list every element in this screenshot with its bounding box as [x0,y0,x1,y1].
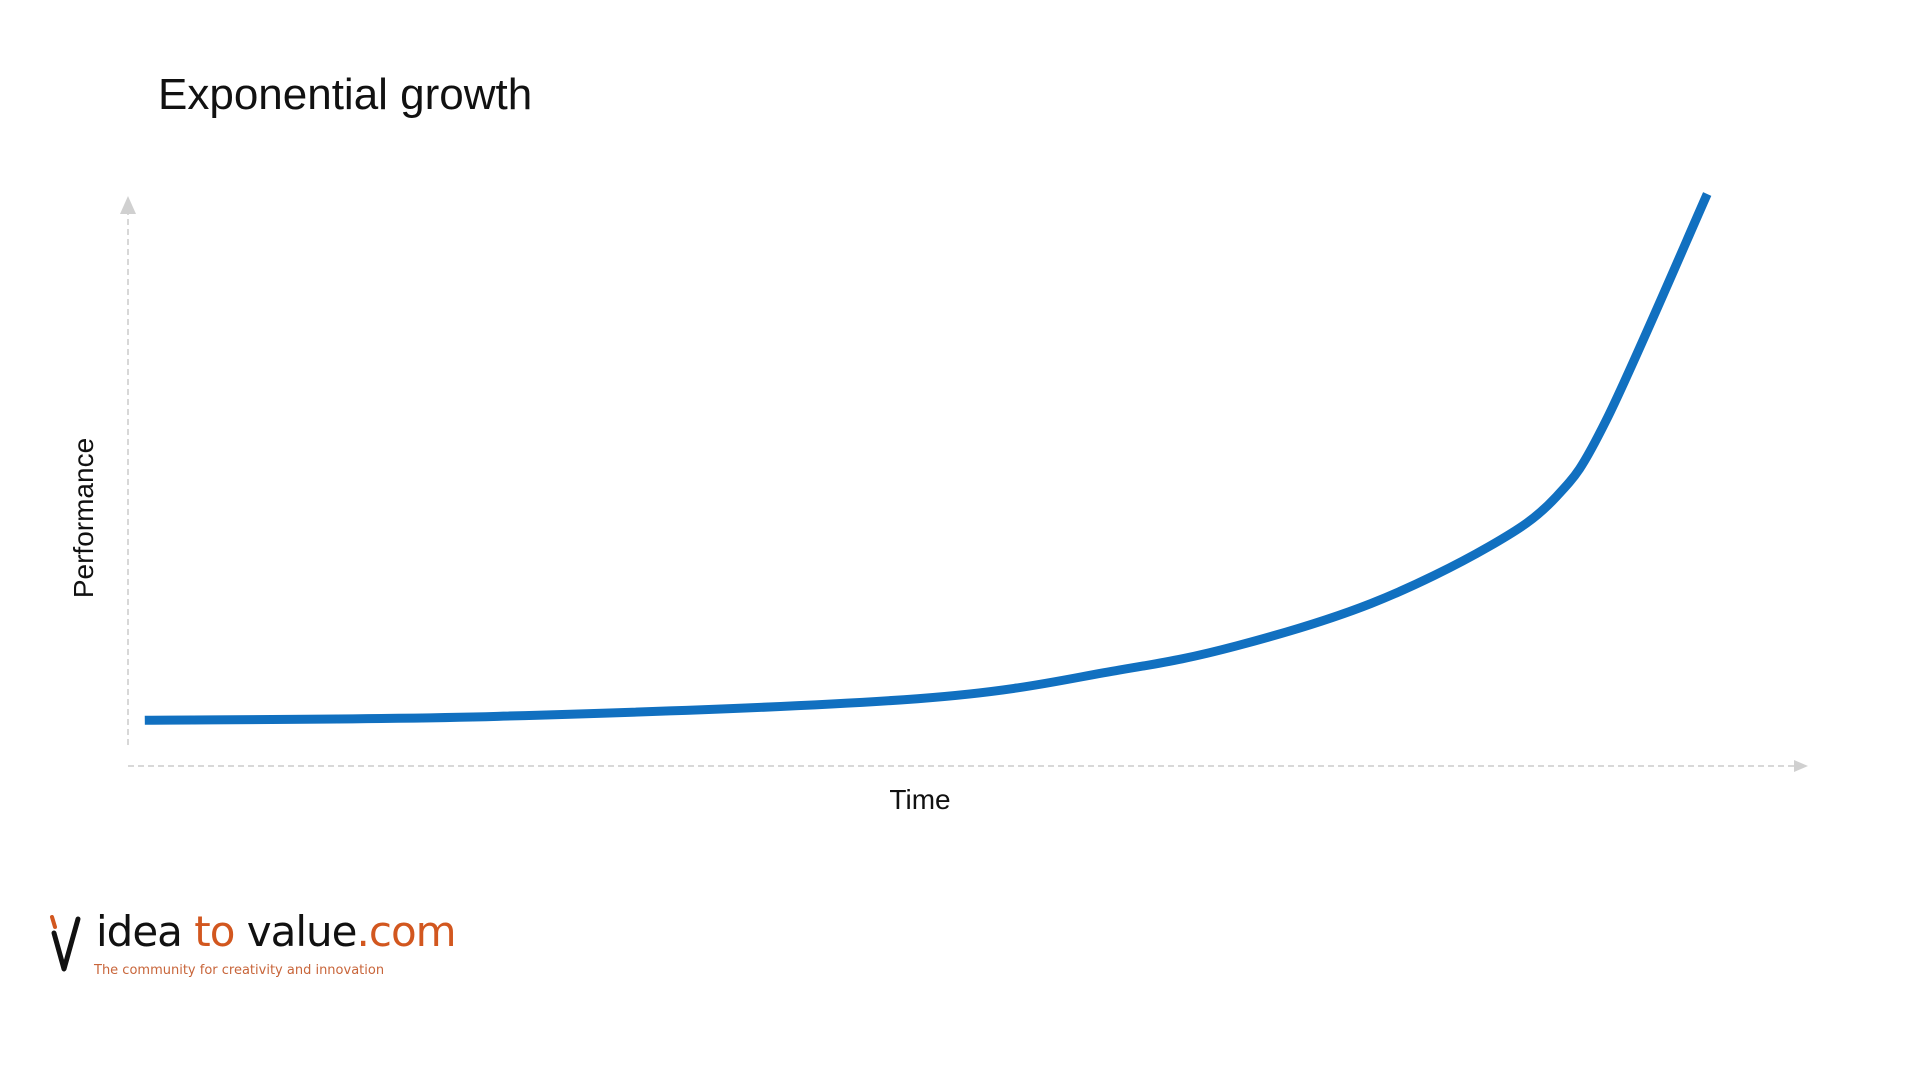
logo-word-value: value [246,907,358,956]
chart-title: Exponential growth [158,70,533,119]
logo-word-to: to [194,907,247,956]
y-axis-label: Performance [68,437,99,599]
logo-wordmark: idea to value.com [96,907,457,956]
logo-tagline: The community for creativity and innovat… [94,963,385,978]
y-axis-arrow [120,196,136,214]
logo-word-idea: idea [96,907,195,956]
x-axis-arrow [1794,760,1808,772]
logo-v-icon [50,915,81,972]
logo-word-com: .com [356,907,457,956]
growth-curve [144,192,1712,725]
x-axis-label: Time [889,784,951,815]
